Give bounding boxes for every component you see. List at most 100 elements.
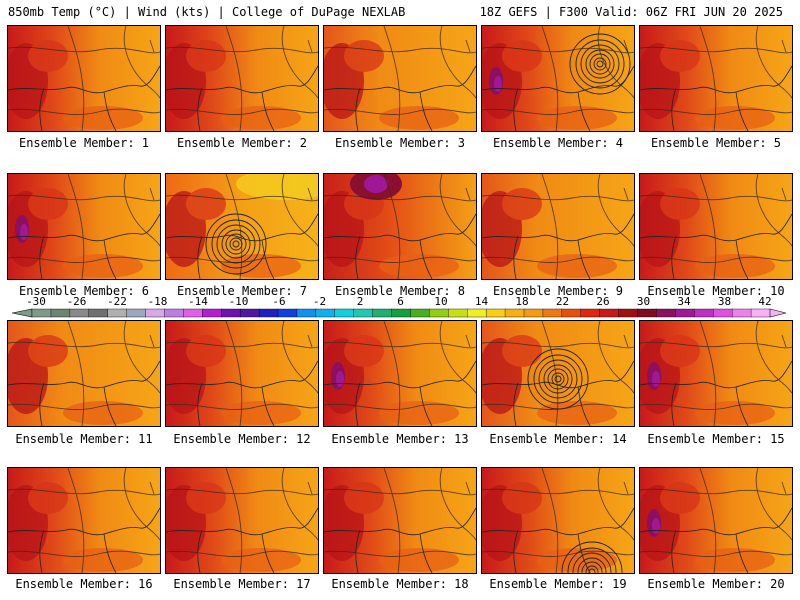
colorbar-swatch	[88, 308, 109, 318]
temperature-colorbar	[11, 308, 787, 318]
colorbar-swatch	[31, 308, 52, 318]
ensemble-member-label: Ensemble Member: 13	[331, 432, 469, 446]
colorbar-tick-label: 42	[758, 295, 772, 308]
colorbar-swatch	[599, 308, 620, 318]
temperature-shading	[166, 40, 301, 130]
colorbar-swatch	[202, 308, 222, 318]
ensemble-member-panel[interactable]	[7, 173, 161, 280]
wind-contours	[482, 26, 634, 131]
colorbar-tick-label: 2	[356, 295, 364, 308]
ensemble-member-panel[interactable]	[639, 467, 793, 574]
ensemble-member-panel[interactable]	[165, 173, 319, 280]
wind-contours	[8, 26, 160, 131]
colorbar-tick-label: -26	[66, 295, 87, 308]
ensemble-member-panel[interactable]	[165, 25, 319, 132]
ensemble-member-label: Ensemble Member: 11	[15, 432, 153, 446]
colorbar-swatch	[448, 308, 468, 318]
colorbar-tick-label: 18	[515, 295, 529, 308]
ensemble-member-label: Ensemble Member: 20	[647, 577, 785, 591]
colorbar-swatch	[296, 308, 317, 318]
ensemble-member-label: Ensemble Member: 7	[176, 284, 308, 298]
colorbar-swatch	[429, 308, 449, 318]
colorbar-swatch	[675, 308, 695, 318]
ensemble-member-panel[interactable]	[481, 25, 635, 132]
ensemble-member-panel[interactable]	[639, 25, 793, 132]
colorbar-tick-label: 10	[434, 295, 448, 308]
temperature-map	[8, 468, 160, 573]
ensemble-member-panel[interactable]	[481, 467, 635, 574]
ensemble-member-label: Ensemble Member: 10	[647, 284, 785, 298]
colorbar-tick-label: -22	[107, 295, 127, 308]
ensemble-member-panel[interactable]	[481, 320, 635, 427]
colorbar-tick-label: -10	[228, 295, 249, 308]
colorbar-swatch	[580, 308, 601, 318]
ensemble-member-panel[interactable]	[639, 173, 793, 280]
low-pressure-rings	[205, 213, 267, 275]
ensemble-member-panel[interactable]	[7, 467, 161, 574]
colorbar-swatch	[694, 308, 714, 318]
ensemble-member-label: Ensemble Member: 8	[334, 284, 466, 298]
ensemble-member-panel[interactable]	[323, 173, 477, 280]
temperature-map	[640, 174, 792, 279]
ensemble-member-label: Ensemble Member: 4	[492, 136, 624, 150]
ensemble-member-label: Ensemble Member: 16	[15, 577, 153, 591]
ensemble-member-label: Ensemble Member: 14	[489, 432, 627, 446]
colorbar-tick-label: -6	[272, 295, 286, 308]
ensemble-member-label: Ensemble Member: 15	[647, 432, 785, 446]
temperature-map	[482, 321, 634, 426]
colorbar-tick-label: -30	[26, 295, 46, 308]
ensemble-member-panel[interactable]	[323, 467, 477, 574]
ensemble-member-panel[interactable]	[481, 173, 635, 280]
colorbar-swatch	[239, 308, 260, 318]
wind-contours	[640, 468, 792, 573]
colorbar-swatch	[542, 308, 563, 318]
colorbar-right-arrow	[769, 308, 787, 318]
temperature-map	[640, 321, 792, 426]
colorbar-swatch	[731, 308, 752, 318]
wind-contours	[166, 468, 318, 573]
colorbar-swatch	[126, 308, 147, 318]
ensemble-member-panel[interactable]	[165, 467, 319, 574]
wind-contours	[8, 321, 160, 426]
colorbar-swatch	[750, 308, 771, 318]
temperature-map	[482, 26, 634, 131]
wind-contours	[482, 468, 634, 573]
colorbar-swatch	[410, 308, 430, 318]
temperature-map	[482, 174, 634, 279]
low-pressure-rings	[561, 541, 623, 573]
temperature-map	[640, 26, 792, 131]
temperature-map	[8, 174, 160, 279]
colorbar-swatch	[221, 308, 241, 318]
ensemble-member-panel[interactable]	[7, 25, 161, 132]
ensemble-member-panel[interactable]	[323, 25, 477, 132]
wind-contours	[324, 321, 476, 426]
colorbar-swatch	[485, 308, 506, 318]
ensemble-member-panel[interactable]	[323, 320, 477, 427]
colorbar-swatch	[145, 308, 165, 318]
ensemble-member-label: Ensemble Member: 3	[334, 136, 466, 150]
colorbar-swatch	[467, 308, 487, 318]
temperature-map	[482, 468, 634, 573]
colorbar-tick-label: 26	[596, 295, 610, 308]
temperature-map	[166, 321, 318, 426]
ensemble-member-panel[interactable]	[7, 320, 161, 427]
colorbar-tick-label: 14	[474, 295, 489, 308]
colorbar-tick-label: 38	[717, 295, 732, 308]
temperature-shading	[482, 335, 617, 425]
ensemble-member-label: Ensemble Member: 19	[489, 577, 627, 591]
wind-contours	[166, 174, 318, 279]
ensemble-member-panel[interactable]	[165, 320, 319, 427]
wind-contours	[324, 174, 476, 279]
colorbar-swatch	[523, 308, 544, 318]
wind-contours	[482, 321, 634, 426]
temperature-map	[166, 174, 318, 279]
colorbar-swatch	[391, 308, 411, 318]
colorbar-tick-label: -18	[147, 295, 168, 308]
ensemble-member-label: Ensemble Member: 17	[173, 577, 311, 591]
ensemble-member-panel[interactable]	[639, 320, 793, 427]
colorbar-swatch	[656, 308, 676, 318]
low-pressure-rings	[527, 348, 589, 410]
colorbar-swatch	[713, 308, 733, 318]
temperature-map	[640, 468, 792, 573]
temperature-map	[166, 26, 318, 131]
